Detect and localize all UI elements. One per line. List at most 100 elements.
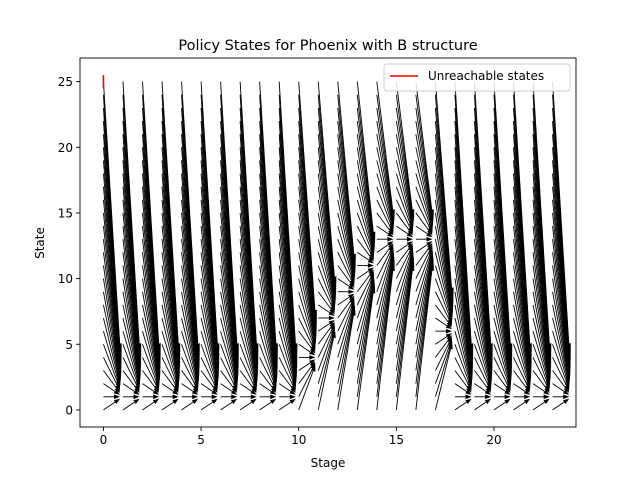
x-tick-label: 0	[100, 433, 108, 447]
policy-arrow	[298, 81, 318, 317]
policy-arrow	[161, 383, 179, 395]
policy-arrow	[513, 394, 531, 400]
policy-arrow	[200, 383, 218, 395]
policy-arrow	[415, 236, 433, 242]
policy-arrow	[103, 383, 121, 395]
policy-arrow	[337, 278, 355, 290]
policy-arrow	[200, 398, 218, 411]
policy-arrow	[298, 343, 316, 356]
policy-arrow	[376, 225, 394, 238]
policy-arrow	[102, 81, 122, 350]
policy-arrow	[240, 394, 257, 400]
x-tick-label: 10	[291, 433, 306, 447]
policy-arrow	[298, 361, 316, 384]
policy-arrow	[434, 81, 454, 294]
chart-title: Policy States for Phoenix with B structu…	[178, 38, 477, 54]
policy-arrow	[376, 81, 395, 216]
policy-arrow	[493, 394, 511, 400]
y-tick-label: 5	[65, 338, 73, 352]
policy-arrow	[278, 398, 296, 411]
policy-arrow	[435, 333, 452, 345]
policy-arrow	[474, 383, 492, 395]
policy-arrow	[220, 394, 238, 400]
policy-arrow	[259, 394, 277, 400]
policy-arrow	[396, 236, 413, 242]
y-tick-label: 20	[58, 141, 73, 155]
policy-arrow	[474, 398, 492, 411]
policy-arrow	[474, 394, 492, 400]
policy-arrow	[259, 81, 279, 350]
policy-arrow	[552, 383, 570, 395]
policy-arrow	[259, 383, 277, 395]
policy-arrow	[161, 81, 181, 350]
policy-arrow	[279, 394, 296, 400]
plot-frame	[79, 57, 577, 428]
policy-arrow	[201, 394, 218, 400]
x-axis-label: Stage	[311, 456, 346, 470]
policy-arrow	[103, 394, 121, 400]
y-axis-ticks: 0 5 10 15 20 25	[58, 75, 80, 417]
policy-arrow	[357, 267, 374, 279]
policy-arrow	[493, 81, 513, 350]
policy-arrow	[220, 81, 240, 350]
policy-arrow	[298, 355, 316, 360]
policy-arrow	[278, 383, 296, 395]
policy-arrow	[259, 398, 277, 411]
y-tick-label: 15	[58, 206, 73, 220]
policy-arrow	[103, 398, 121, 411]
policy-arrow	[317, 304, 335, 317]
policy-arrow	[513, 398, 531, 411]
policy-arrow	[337, 81, 357, 261]
policy-arrow	[454, 394, 472, 400]
policy-arrow	[532, 398, 550, 411]
policy-arrow	[200, 81, 220, 350]
policy-arrow	[532, 383, 550, 395]
x-axis-ticks: 0 5 10 15 20	[100, 427, 502, 447]
policy-arrow	[142, 394, 160, 400]
policy-arrow	[181, 81, 201, 350]
policy-arrow	[493, 383, 511, 395]
policy-arrow	[493, 398, 511, 411]
policy-arrow	[181, 394, 199, 400]
policy-arrow	[122, 394, 140, 400]
policy-arrow	[142, 383, 160, 395]
legend: Unreachable states	[383, 63, 571, 92]
policy-arrow	[532, 81, 552, 350]
policy-arrow	[435, 335, 452, 358]
policy-arrow	[474, 81, 493, 350]
policy-arrow	[396, 241, 413, 253]
x-tick-label: 5	[197, 433, 205, 447]
policy-arrow	[278, 81, 298, 350]
policy-arrow	[357, 251, 374, 264]
policy-arrow	[122, 398, 140, 411]
policy-arrow	[357, 263, 374, 268]
policy-arrow	[356, 81, 376, 238]
policy-arrow	[161, 398, 179, 411]
y-tick-label: 10	[58, 272, 73, 286]
policy-arrow	[415, 81, 435, 216]
policy-arrow	[552, 398, 570, 411]
policy-arrow	[162, 394, 179, 400]
policy-arrow	[142, 81, 162, 350]
policy-arrow	[376, 243, 394, 266]
policy-arrow	[317, 321, 335, 345]
policy-arrow	[317, 319, 335, 332]
policy-arrow	[513, 383, 531, 395]
policy-arrow	[435, 328, 452, 334]
y-tick-label: 0	[65, 403, 73, 417]
policy-arrow	[220, 383, 238, 395]
legend-label-unreachable: Unreachable states	[428, 69, 544, 83]
policy-arrow	[396, 225, 413, 238]
policy-arrow	[337, 289, 355, 295]
policy-arrow	[298, 359, 316, 371]
policy-arrow	[552, 81, 572, 350]
policy-arrow	[337, 293, 355, 306]
policy-arrow	[376, 236, 394, 242]
policy-arrow	[220, 398, 238, 411]
arrows-layer	[102, 81, 572, 411]
policy-arrow	[454, 81, 474, 350]
policy-arrow	[415, 241, 433, 253]
y-tick-label: 25	[58, 75, 73, 89]
policy-arrow	[513, 81, 533, 350]
